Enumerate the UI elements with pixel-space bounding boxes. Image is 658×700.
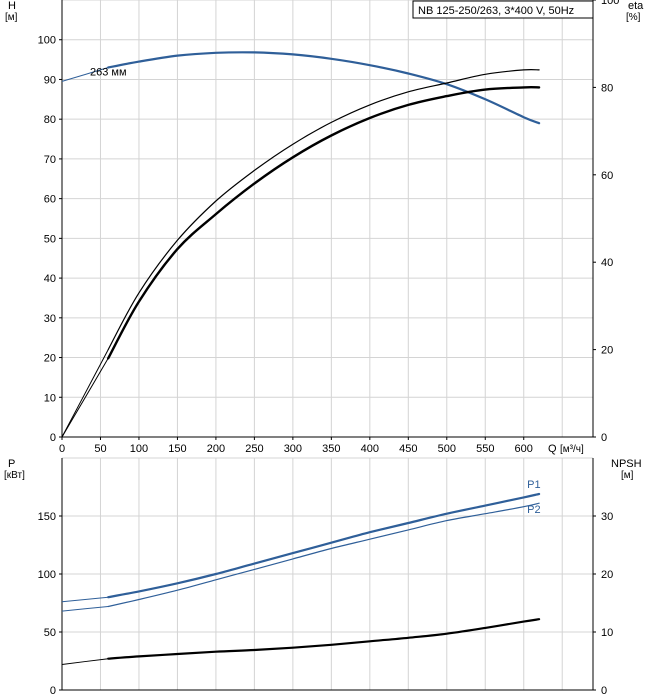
- series-label: P2: [527, 504, 540, 516]
- left-axis-unit: [м]: [5, 12, 18, 23]
- left-tick-label: 70: [44, 154, 56, 166]
- left-tick-label: 50: [44, 233, 56, 245]
- x-tick-label: 150: [168, 443, 186, 455]
- right-tick-label: 40: [601, 257, 613, 269]
- x-tick-label: 100: [130, 443, 148, 455]
- series-line-1-0: [107, 492, 541, 599]
- right-tick-label: 80: [601, 82, 613, 94]
- right-tick-label: 60: [601, 170, 613, 182]
- left-axis-label: P: [8, 458, 15, 470]
- series-line-1-2: [107, 618, 541, 660]
- right-axis-label: NPSH: [611, 458, 642, 470]
- left-tick-label: 50: [44, 627, 56, 639]
- right-axis-unit: [%]: [626, 12, 641, 23]
- right-tick-label: 20: [601, 345, 613, 357]
- left-tick-label: 100: [38, 35, 56, 47]
- x-tick-label: 500: [438, 443, 456, 455]
- x-tick-label: 450: [399, 443, 417, 455]
- series-stub-0-0: [61, 67, 109, 82]
- left-tick-label: 0: [50, 432, 56, 444]
- left-tick-label: 90: [44, 74, 56, 86]
- series-line-0-0: [107, 51, 541, 125]
- x-tick-label: 350: [322, 443, 340, 455]
- series-line-1-1: [107, 502, 540, 608]
- x-tick-label: 200: [207, 443, 225, 455]
- series-stub-1-0: [61, 596, 109, 603]
- left-tick-label: 80: [44, 114, 56, 126]
- left-tick-label: 0: [50, 685, 56, 697]
- x-tick-label: 550: [476, 443, 494, 455]
- x-tick-label: 300: [284, 443, 302, 455]
- x-tick-label: 400: [361, 443, 379, 455]
- title-box: [412, 0, 594, 19]
- x-tick-label: 250: [245, 443, 263, 455]
- x-tick-label: 600: [515, 443, 533, 455]
- right-tick-label: 30: [601, 511, 613, 523]
- x-axis-unit: [м³/ч]: [560, 444, 584, 455]
- right-tick-label: 0: [601, 685, 607, 697]
- chart-title: NB 125-250/263, 3*400 V, 50Hz: [418, 5, 574, 17]
- x-axis-label: Q: [548, 443, 557, 455]
- right-tick-label: 0: [601, 432, 607, 444]
- left-tick-label: 100: [38, 569, 56, 581]
- left-tick-label: 30: [44, 313, 56, 325]
- series-stub-0-2: [61, 358, 109, 438]
- left-axis-unit: [кВт]: [4, 470, 25, 481]
- left-axis-label: H: [8, 0, 16, 12]
- series-line-0-1: [107, 68, 540, 351]
- right-tick-label: 20: [601, 569, 613, 581]
- left-tick-label: 40: [44, 273, 56, 285]
- series-stub-0-1: [61, 349, 109, 438]
- x-tick-label: 50: [94, 443, 106, 455]
- right-tick-label: 100: [601, 0, 619, 7]
- series-label: P1: [527, 479, 540, 491]
- left-tick-label: 20: [44, 353, 56, 365]
- series-label: 263 мм: [90, 67, 127, 79]
- series-stub-1-2: [61, 658, 109, 665]
- series-line-0-2: [107, 86, 541, 360]
- right-axis-label: eta: [628, 0, 644, 12]
- right-axis-unit: [м]: [621, 470, 634, 481]
- series-stub-1-1: [61, 606, 109, 612]
- right-tick-label: 10: [601, 627, 613, 639]
- x-tick-label: 0: [59, 443, 65, 455]
- left-tick-label: 60: [44, 194, 56, 206]
- left-tick-label: 10: [44, 392, 56, 404]
- left-tick-label: 150: [38, 511, 56, 523]
